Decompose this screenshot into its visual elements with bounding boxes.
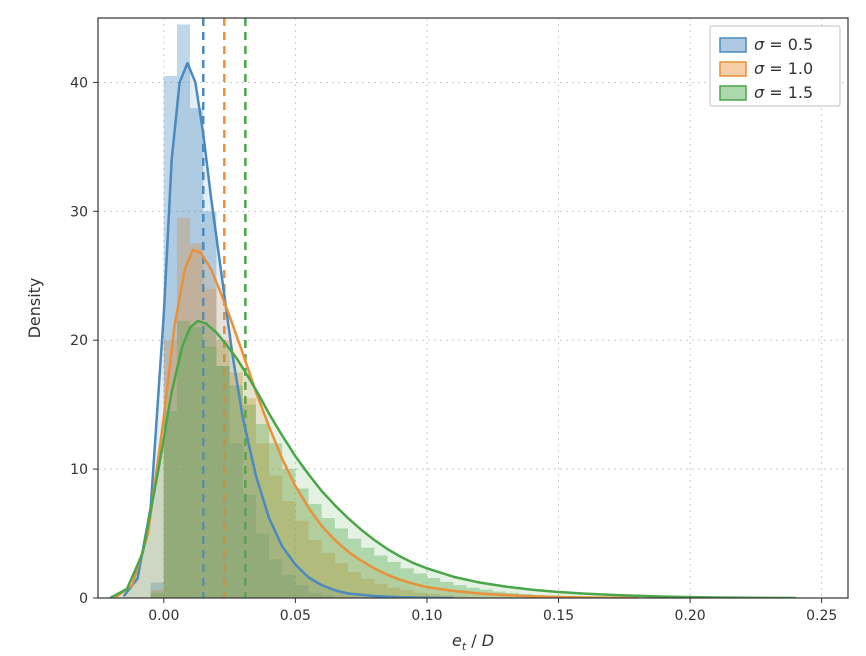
legend-label-sigma10: σ = 1.0 [754, 59, 813, 78]
legend-swatch-sigma15 [720, 86, 746, 100]
ytick-label: 10 [70, 462, 88, 478]
chart-svg: 0.00 0.05 0.10 0.15 0.20 0.25 0 10 20 30 40 et / D D… [0, 0, 866, 656]
y-axis-label: Density [25, 278, 44, 339]
legend-swatch-sigma05 [720, 38, 746, 52]
ytick-label: 0 [79, 591, 88, 607]
legend: σ = 0.5 σ = 1.0 σ = 1.5 [710, 26, 840, 106]
xtick-label: 0.05 [280, 608, 311, 624]
xtick-label: 0.20 [675, 608, 706, 624]
legend-label-sigma05: σ = 0.5 [754, 35, 813, 54]
xtick-label: 0.15 [543, 608, 574, 624]
x-axis-label: et / D [452, 631, 494, 653]
xtick-label: 0.10 [411, 608, 442, 624]
chart-container: 0.00 0.05 0.10 0.15 0.20 0.25 0 10 20 30 40 et / D D… [0, 0, 866, 656]
ytick-label: 30 [70, 204, 88, 220]
legend-label-sigma15: σ = 1.5 [754, 83, 813, 102]
xtick-label: 0.00 [148, 608, 179, 624]
ytick-label: 40 [70, 75, 88, 91]
xtick-label: 0.25 [806, 608, 837, 624]
legend-swatch-sigma10 [720, 62, 746, 76]
ytick-label: 20 [70, 333, 88, 349]
